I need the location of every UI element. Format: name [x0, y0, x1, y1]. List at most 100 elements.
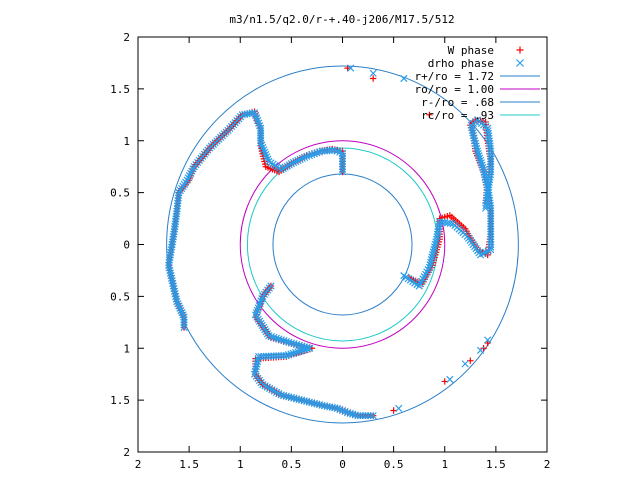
- drho-phase-point: [175, 302, 183, 310]
- drho-phase-point: [487, 243, 495, 251]
- w-phase-point: [441, 378, 448, 385]
- phase-points: [165, 64, 495, 420]
- drho-phase-point: [282, 392, 290, 400]
- drho-phase-point: [306, 344, 314, 352]
- drho-phase-point: [270, 333, 278, 342]
- x-tick-label: 0.5: [384, 458, 404, 471]
- drho-phase-point: [298, 154, 306, 163]
- drho-phase-point: [267, 332, 276, 341]
- drho-phase-point: [487, 152, 495, 160]
- drho-phase-point: [484, 336, 492, 344]
- drho-phase-point: [285, 338, 293, 346]
- drho-phase-point: [287, 393, 295, 402]
- drho-phase-point: [259, 292, 267, 300]
- drho-phase-point: [180, 313, 188, 321]
- drho-phase-point: [369, 412, 377, 420]
- drho-phase-point: [482, 201, 490, 210]
- drho-phase-point: [275, 335, 283, 343]
- drho-phase-point: [172, 295, 180, 303]
- drho-phase-point: [277, 336, 286, 344]
- drho-phase-point: [366, 412, 375, 420]
- drho-phase-point: [260, 146, 268, 154]
- y-tick-label: 1.5: [110, 83, 130, 96]
- drho-phase-point: [487, 155, 495, 163]
- drho-phase-point: [487, 235, 495, 243]
- x-tick-label: 1: [237, 458, 244, 471]
- drho-phase-point: [338, 160, 347, 168]
- drho-phase-point: [472, 142, 480, 150]
- drho-phase-point: [477, 159, 485, 167]
- drho-phase-point: [295, 395, 303, 404]
- y-tick-label: 1: [123, 342, 130, 355]
- x-tick-label: 1.5: [179, 458, 199, 471]
- legend-label: rc/ro = .93: [421, 109, 494, 122]
- w-phase-point: [390, 407, 397, 414]
- drho-phase-point: [487, 233, 495, 241]
- drho-phase-point: [476, 154, 484, 162]
- w-phase-point: [344, 64, 351, 72]
- drho-phase-point: [265, 157, 273, 166]
- drho-phase-point: [479, 163, 487, 172]
- drho-phase-point: [254, 304, 262, 312]
- drho-phase-point: [272, 334, 281, 342]
- drho-phase-point: [475, 152, 483, 160]
- drho-phase-point: [253, 306, 262, 315]
- drho-phase-point: [294, 156, 302, 165]
- axis-ticks: 2 1.5 1 0.5 0 0.5 1 1.5 221.510.500.511.52: [110, 31, 550, 471]
- drho-phase-point: [338, 157, 347, 165]
- drho-phase-point: [290, 340, 298, 348]
- drho-phase-point: [338, 154, 347, 163]
- legend-label: drho phase: [428, 57, 494, 70]
- drho-phase-point: [487, 246, 495, 254]
- chart-title: m3/n1.5/q2.0/r-+.40-j206/M17.5/512: [229, 13, 454, 26]
- w-phase-point: [480, 345, 487, 352]
- drho-phase-point: [487, 240, 495, 249]
- drho-phase-point: [487, 214, 495, 223]
- drho-phase-point: [296, 155, 304, 164]
- drho-phase-point: [487, 157, 495, 166]
- drho-phase-point: [176, 304, 184, 312]
- drho-phase-point: [446, 375, 454, 383]
- drho-phase-point: [173, 297, 181, 306]
- drho-phase-point: [487, 150, 495, 158]
- drho-phase-point: [400, 74, 408, 83]
- drho-phase-point: [487, 230, 495, 238]
- drho-phase-point: [487, 163, 495, 171]
- drho-phase-point: [313, 400, 321, 408]
- drho-phase-point: [479, 166, 488, 174]
- drho-phase-point: [487, 160, 495, 168]
- drho-phase-point: [263, 153, 271, 161]
- x-tick-label: 2: [135, 458, 142, 471]
- drho-phase-point: [180, 316, 188, 324]
- drho-phase-point: [174, 300, 182, 308]
- drho-phase-point: [264, 155, 272, 163]
- drho-phase-point: [300, 153, 309, 161]
- drho-phase-point: [487, 212, 495, 220]
- drho-phase-point: [180, 318, 188, 326]
- w-phase-point: [369, 75, 377, 82]
- drho-phase-point: [287, 350, 295, 358]
- drho-phase-point: [289, 158, 298, 167]
- drho-phase-point: [292, 157, 300, 166]
- drho-phase-point: [395, 404, 403, 413]
- drho-phase-point: [180, 321, 188, 329]
- legend-label: ro/ro = 1.00: [415, 83, 494, 96]
- drho-phase-point: [299, 346, 307, 355]
- drho-phase-point: [280, 337, 288, 345]
- drho-phase-point: [294, 348, 302, 356]
- drho-phase-point: [476, 346, 485, 354]
- drho-phase-point: [338, 162, 347, 171]
- drho-phase-point: [256, 299, 264, 308]
- drho-phase-point: [295, 341, 303, 349]
- drho-phase-point: [303, 397, 311, 406]
- drho-phase-point: [296, 347, 304, 355]
- circle-rro-0p68: [272, 173, 413, 316]
- circle-roro-1: [239, 140, 446, 349]
- drho-phase-point: [255, 302, 263, 310]
- drho-phase-point: [487, 217, 495, 225]
- drho-phase-point: [331, 404, 339, 412]
- drho-phase-point: [303, 345, 312, 353]
- legend-label: r+/ro = 1.72: [415, 70, 494, 83]
- drho-phase-point: [289, 349, 297, 357]
